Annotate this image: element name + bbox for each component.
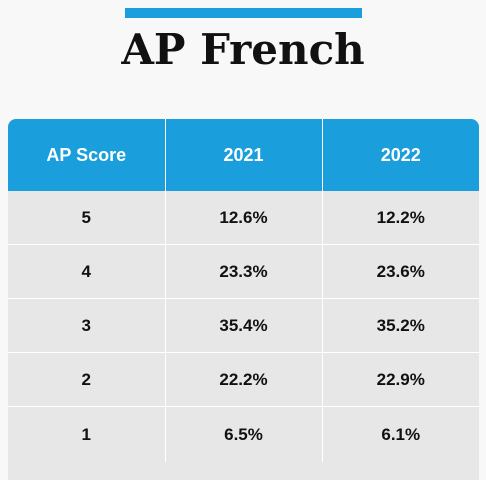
column-header-score: AP Score [8, 119, 166, 191]
value-2021-cell: 6.5% [165, 406, 323, 462]
score-cell: 5 [8, 191, 166, 245]
value-2022-cell: 12.2% [322, 191, 479, 245]
value-2021-cell: 35.4% [165, 298, 323, 353]
table-header-row: AP Score 2021 2022 [8, 119, 479, 191]
score-table-container: AP Score 2021 2022 5 12.6% 12.2% 4 23.3%… [8, 119, 479, 480]
column-header-2022: 2022 [322, 119, 479, 191]
value-2022-cell: 23.6% [322, 244, 479, 299]
title-accent-bar [125, 8, 362, 18]
value-2022-cell: 6.1% [322, 406, 479, 462]
table-row: 3 35.4% 35.2% [8, 298, 479, 353]
value-2022-cell: 35.2% [322, 298, 479, 353]
page-title: AP French [121, 25, 365, 74]
table-row: 5 12.6% 12.2% [8, 191, 479, 245]
table-row: 1 6.5% 6.1% [8, 406, 479, 462]
score-cell: 2 [8, 352, 166, 407]
value-2022-cell: 22.9% [322, 352, 479, 407]
table-row: 4 23.3% 23.6% [8, 244, 479, 299]
value-2021-cell: 23.3% [165, 244, 323, 299]
score-cell: 1 [8, 406, 166, 462]
value-2021-cell: 22.2% [165, 352, 323, 407]
column-header-2021: 2021 [165, 119, 323, 191]
score-cell: 3 [8, 298, 166, 353]
score-cell: 4 [8, 244, 166, 299]
score-table: AP Score 2021 2022 5 12.6% 12.2% 4 23.3%… [8, 119, 479, 462]
table-row: 2 22.2% 22.9% [8, 352, 479, 407]
value-2021-cell: 12.6% [165, 191, 323, 245]
